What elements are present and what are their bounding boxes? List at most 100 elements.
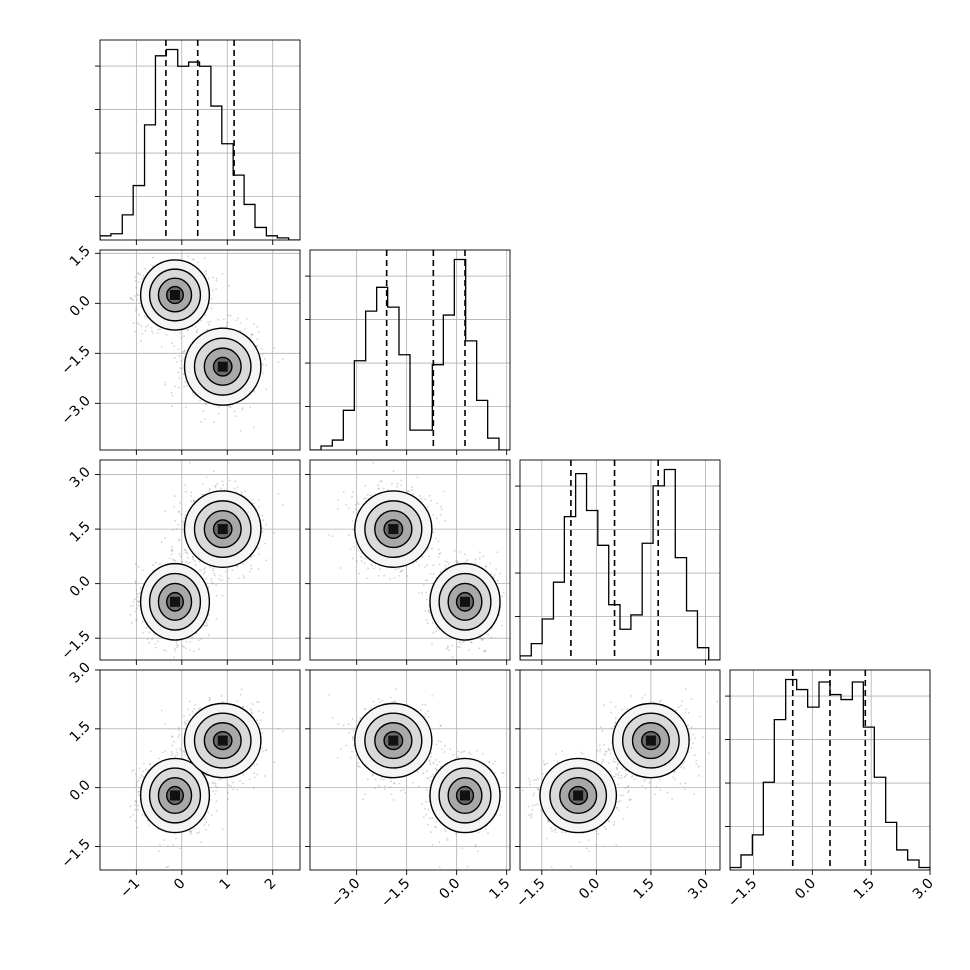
scatter-point <box>418 591 420 594</box>
scatter-point <box>135 589 138 592</box>
scatter-point <box>204 418 206 421</box>
scatter-point <box>131 298 133 300</box>
scatter-point <box>189 462 191 464</box>
scatter-point <box>463 553 466 556</box>
scatter-point <box>148 631 150 634</box>
scatter-point <box>256 338 259 341</box>
scatter-point <box>282 504 284 506</box>
scatter-point <box>236 486 239 488</box>
scatter-point <box>150 326 153 329</box>
scatter-point <box>205 270 207 272</box>
scatter-point <box>137 272 140 274</box>
scatter-point <box>219 575 222 577</box>
scatter-point <box>174 519 177 522</box>
scatter-point <box>444 567 447 570</box>
scatter-point <box>331 535 334 538</box>
scatter-point <box>377 487 380 490</box>
scatter-point <box>207 586 210 588</box>
scatter-point <box>277 492 280 495</box>
scatter-point <box>222 484 225 486</box>
scatter-point <box>481 639 484 642</box>
scatter-point <box>215 594 218 597</box>
scatter-point <box>249 406 252 408</box>
scatter-point <box>228 405 231 408</box>
scatter-point <box>252 426 255 429</box>
scatter-point <box>191 555 194 558</box>
scatter-point <box>184 551 187 554</box>
scatter-point <box>518 648 520 650</box>
scatter-point <box>226 321 228 324</box>
histogram-step <box>310 258 510 450</box>
scatter-point <box>389 578 391 580</box>
scatter-point <box>178 511 180 513</box>
scatter-point <box>133 295 136 297</box>
scatter-point <box>139 586 142 589</box>
scatter-point <box>146 324 149 327</box>
y-tick-label: 3.0 <box>67 464 94 491</box>
scatter-point <box>257 547 260 550</box>
scatter-point <box>432 631 435 634</box>
scatter-point <box>165 650 168 653</box>
scatter-point <box>174 385 177 388</box>
scatter-point <box>447 645 449 647</box>
scatter-point <box>235 565 238 568</box>
scatter-point <box>170 342 173 344</box>
scatter-point <box>135 618 138 621</box>
scatter-point <box>193 650 195 653</box>
scatter-point <box>134 610 137 613</box>
scatter-point <box>258 506 260 508</box>
scatter-point <box>129 605 132 607</box>
y-tick-label: 1.5 <box>67 519 94 546</box>
scatter-point <box>429 572 432 575</box>
scatter-point <box>214 574 216 577</box>
scatter-point <box>451 656 454 658</box>
scatter-point <box>244 327 247 330</box>
scatter-point <box>360 560 363 562</box>
scatter-point <box>217 318 219 321</box>
scatter-point <box>210 581 213 583</box>
scatter-point <box>192 499 195 501</box>
scatter-point <box>189 641 191 643</box>
scatter-point <box>265 523 267 526</box>
scatter-point <box>242 575 245 577</box>
scatter-point <box>144 329 147 332</box>
scatter-point <box>177 371 180 374</box>
scatter-point <box>183 646 185 648</box>
scatter-point <box>145 627 148 629</box>
scatter-point <box>133 598 136 601</box>
scatter-point <box>446 560 449 563</box>
scatter-point <box>480 637 483 640</box>
scatter-point <box>173 559 176 562</box>
scatter-point <box>168 557 171 560</box>
scatter-point <box>228 479 231 482</box>
scatter-point <box>228 284 230 287</box>
scatter-point <box>183 385 185 388</box>
scatter-point <box>138 600 140 603</box>
scatter-point <box>132 600 135 603</box>
scatter-point <box>145 316 148 319</box>
scatter-point <box>364 557 367 560</box>
scatter-point <box>258 499 261 502</box>
scatter-point <box>177 348 180 350</box>
scatter-point <box>173 345 176 348</box>
scatter-point <box>239 430 242 432</box>
scatter-point <box>136 593 139 595</box>
scatter-point <box>151 638 153 641</box>
scatter-point <box>134 276 137 278</box>
scatter-point <box>227 314 230 316</box>
scatter-point <box>199 399 201 402</box>
scatter-point <box>337 499 340 501</box>
scatter-point <box>217 412 220 415</box>
scatter-point <box>170 553 173 556</box>
scatter-point <box>185 647 187 650</box>
scatter-point <box>354 508 357 511</box>
scatter-point <box>273 347 276 349</box>
scatter-panel-2-0: −1.50.01.53.0 <box>58 459 301 665</box>
scatter-point <box>209 320 212 323</box>
scatter-point <box>258 331 260 334</box>
scatter-points <box>129 462 284 658</box>
scatter-point <box>431 621 434 624</box>
scatter-point <box>445 564 447 567</box>
scatter-point <box>431 582 434 585</box>
scatter-point <box>132 605 134 607</box>
